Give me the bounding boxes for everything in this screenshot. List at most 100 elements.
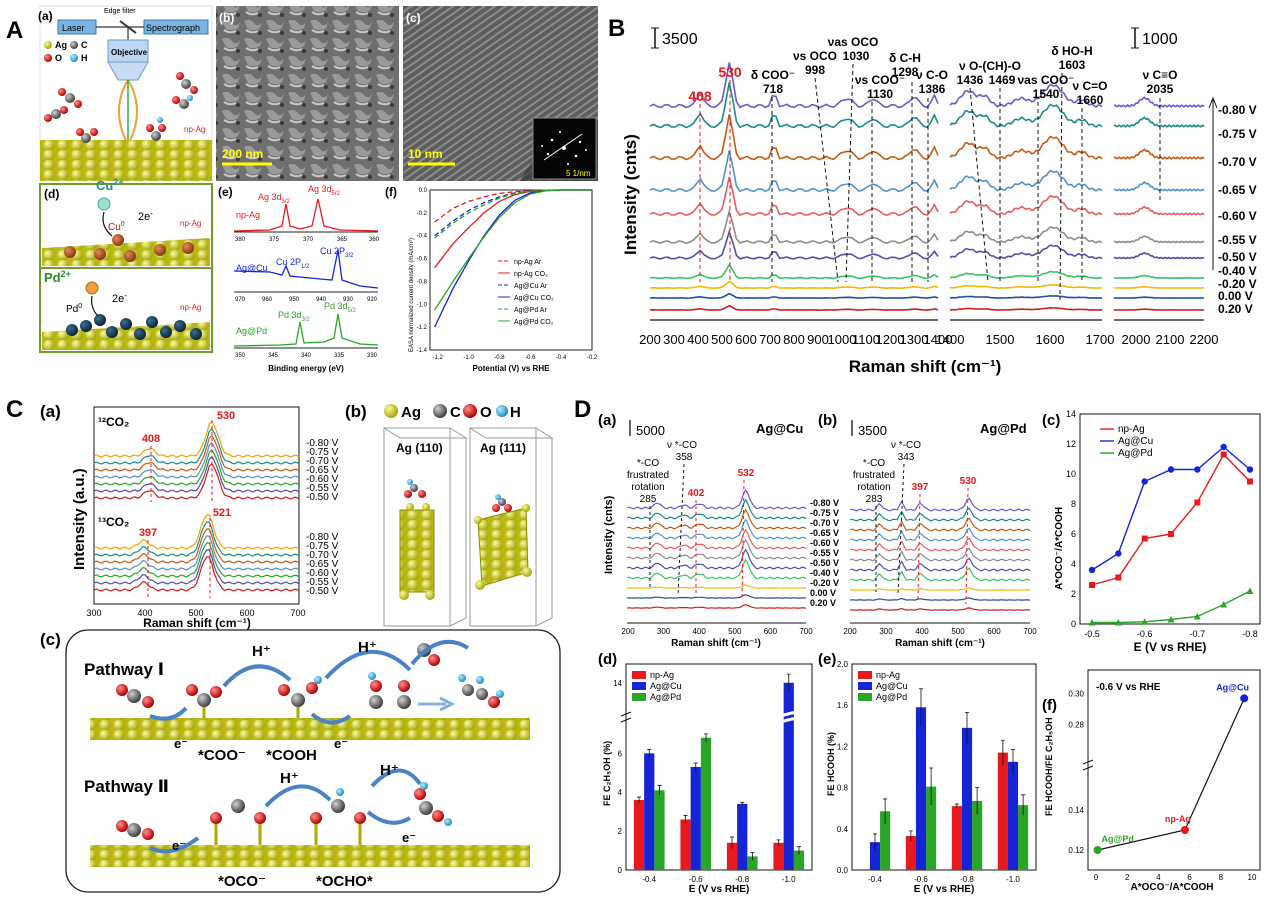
- panel-D: D (a) 5000 Ag@Cu *-COfrustratedrotation2…: [574, 396, 1261, 895]
- raman-Db-markers: [875, 463, 905, 595]
- raman-trace: [93, 528, 300, 564]
- error-bar: [919, 688, 923, 726]
- raman-B-traces: [649, 62, 1205, 312]
- edge-filter-icon: [119, 20, 137, 34]
- raman-trace: [1113, 181, 1205, 192]
- potential-label: 0.20 V: [1218, 302, 1253, 316]
- raman-trace: [849, 567, 1031, 582]
- legend-label: Ag@Pd: [876, 692, 907, 702]
- raman-trace: [849, 527, 1031, 542]
- svg-text:1130: 1130: [867, 87, 893, 101]
- svg-text:2035: 2035: [1147, 82, 1174, 96]
- error-bar: [883, 798, 888, 824]
- Df-line: [1097, 698, 1245, 851]
- raman-trace: [93, 434, 300, 472]
- xps-cu-trace: [233, 249, 379, 289]
- svg-text:960: 960: [262, 297, 273, 303]
- raman-xtick: 300: [879, 627, 893, 636]
- raman-xtick: 1400: [936, 332, 965, 347]
- legend-swatch: [632, 693, 646, 701]
- pathway-1-labels: H⁺ H⁺ e⁻ e⁻ *COO⁻ *COOH: [174, 639, 377, 764]
- legend-h: H: [510, 404, 521, 421]
- lsv-ylabel: EASA normalized current density (mA/cm²): [409, 238, 415, 352]
- raman-xtick: 700: [799, 627, 813, 636]
- legend-h: H: [81, 53, 88, 63]
- svg-text:*COO⁻: *COO⁻: [198, 747, 246, 764]
- raman-trace: [626, 548, 807, 570]
- ytick: 14: [613, 679, 622, 688]
- legend-c: C: [450, 404, 461, 421]
- Dc-point: [1193, 613, 1201, 620]
- svg-text:ν *-CO: ν *-CO: [667, 440, 697, 451]
- svg-text:970: 970: [235, 297, 246, 303]
- svg-text:H⁺: H⁺: [280, 770, 299, 787]
- xps-ag-p2: Ag 3d5/2: [308, 184, 341, 197]
- scale-label: 10 nm: [408, 147, 443, 161]
- xps-ag-p1: Ag 3d3/2: [258, 192, 291, 205]
- Dc-ytick: 12: [1066, 439, 1076, 449]
- raman-C-xlabel: Raman shift (cm⁻¹): [143, 616, 251, 630]
- error-bar: [796, 846, 801, 855]
- Dd-bars: [633, 673, 805, 870]
- cu-atoms: [64, 234, 194, 262]
- Dd-xlabel: E (V vs RHE): [689, 884, 750, 895]
- raman-Da-xlabel: Raman shift (cm⁻¹): [671, 638, 761, 649]
- xps-pd-p1: Pd 3d3/2: [278, 310, 311, 323]
- legend-label: Ag@Cu: [650, 681, 682, 691]
- potential-label: -0.70 V: [306, 456, 339, 467]
- peak-coo: δ COO⁻: [751, 68, 795, 82]
- raman-xtick: 500: [728, 627, 742, 636]
- raman-xtick: 500: [951, 627, 965, 636]
- panel-A: A (a) Laser Spectrograph Edge filter Obj…: [6, 5, 598, 373]
- svg-text:402: 402: [688, 488, 705, 499]
- svg-text:350: 350: [235, 353, 246, 359]
- Dc-line: [1091, 446, 1251, 571]
- raman-trace: [649, 208, 939, 244]
- bar: [680, 819, 691, 870]
- raman-xtick: 300: [663, 332, 685, 347]
- raman-xtick: 1200: [876, 332, 905, 347]
- raman-trace: [849, 497, 1031, 512]
- raman-trace: [93, 542, 300, 578]
- svg-text:370: 370: [303, 237, 314, 243]
- potential-label: 0.20 V: [810, 598, 836, 608]
- legend-o: O: [480, 404, 492, 421]
- raman-xtick: 700: [1023, 627, 1037, 636]
- raman-B-xticks: 200 300 400 500 600 700 800 9001000110012001300…: [639, 332, 1218, 347]
- o-atom-icon: [44, 54, 52, 62]
- svg-text:365: 365: [337, 237, 348, 243]
- svg-text:1540: 1540: [1033, 87, 1060, 101]
- potential-label: -0.50 V: [306, 492, 339, 503]
- raman-B-red-markers: [699, 80, 731, 282]
- lsv-ytick: -0.6: [417, 257, 428, 263]
- potential-label: -0.50 V: [810, 558, 839, 568]
- error-bar: [637, 796, 642, 803]
- potential-label: -0.55 V: [306, 483, 339, 494]
- potential-label: -0.75 V: [306, 541, 339, 552]
- svg-text:1298: 1298: [892, 65, 919, 79]
- raman-xtick: 1700: [1086, 332, 1115, 347]
- raman-xtick: 2000: [1122, 332, 1151, 347]
- bar: [690, 766, 701, 870]
- bar: [926, 786, 937, 870]
- ytick: 1.2: [837, 742, 849, 751]
- legend-label: Ag@Pd: [650, 692, 681, 702]
- raman-xtick: 200: [621, 627, 635, 636]
- peak-530: 530: [718, 64, 742, 80]
- svg-text:532: 532: [738, 468, 755, 479]
- raman-xtick: 2200: [1190, 332, 1219, 347]
- raman-xtick: 700: [759, 332, 781, 347]
- raman-trace: [626, 518, 807, 540]
- potential-label: -0.60 V: [1218, 209, 1257, 223]
- svg-text:335: 335: [334, 353, 345, 359]
- svg-text:frustrated: frustrated: [853, 470, 895, 481]
- raman-trace: [949, 194, 1103, 216]
- raman-trace: [949, 135, 1103, 160]
- raman-Da-xticks: 200 300 400 500 600 700: [621, 627, 813, 636]
- Dc-point: [1141, 535, 1148, 542]
- Dc-xtick: -0.6: [1137, 629, 1153, 639]
- xps-xlabel: Binding energy (eV): [268, 364, 344, 373]
- bar: [1007, 761, 1019, 870]
